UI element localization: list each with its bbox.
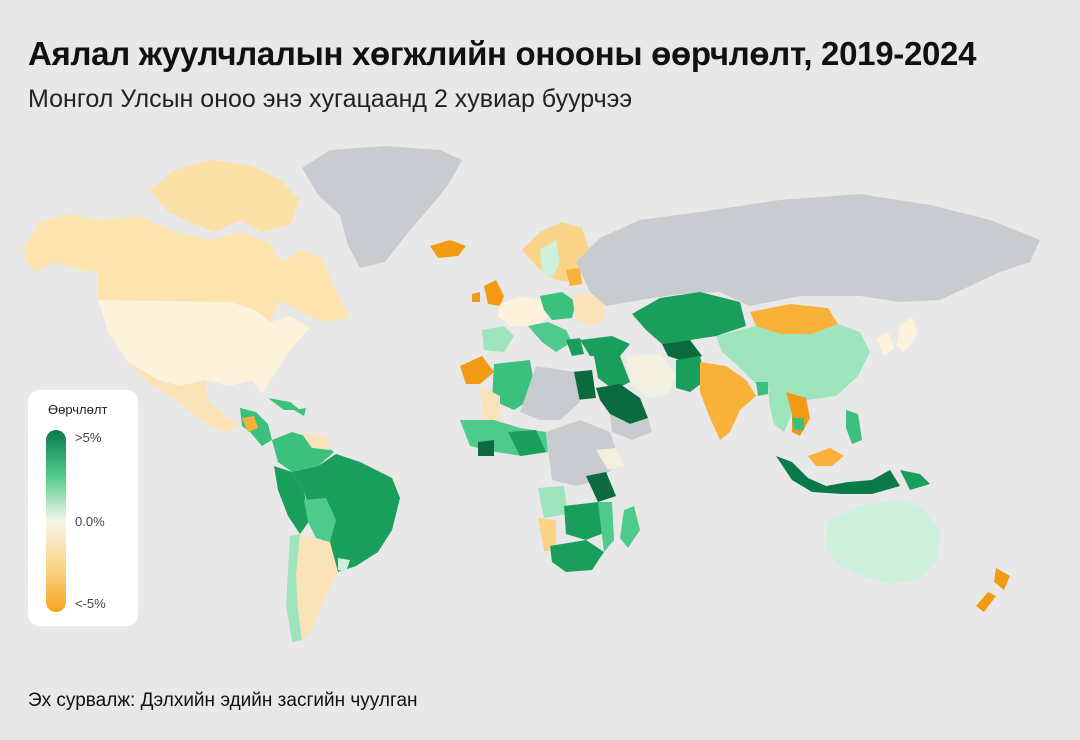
chart-title: Аялал жуулчлалын хөгжлийн онооны өөрчлөл… (28, 35, 977, 72)
region-mauritania (480, 386, 500, 424)
region-uzbekistan (662, 340, 702, 362)
region-mozambique (598, 502, 614, 552)
legend-color-scale (46, 430, 66, 612)
region-ethiopia (596, 448, 624, 470)
legend-tick-high: >5% (75, 430, 102, 445)
region-canada-arctic-islands (150, 160, 300, 232)
region-guianas (302, 434, 330, 450)
region-ghana (478, 440, 494, 456)
region-iraq-syria (594, 356, 630, 390)
region-central-europe (540, 292, 576, 320)
region-new-zealand (976, 568, 1010, 612)
region-uruguay (338, 558, 350, 572)
region-australia (826, 500, 940, 584)
region-western-europe (498, 296, 548, 326)
region-india (700, 362, 756, 440)
region-greece (566, 338, 584, 356)
region-usa (98, 300, 310, 394)
legend: Өөрчлөлт >5% 0.0% <-5% (28, 390, 138, 626)
region-kenya-tanzania (586, 472, 616, 502)
region-nigeria (508, 430, 546, 456)
region-papua (900, 470, 930, 490)
region-algeria (492, 360, 536, 410)
region-canada (98, 216, 350, 322)
region-philippines (846, 410, 862, 444)
region-iceland (430, 240, 466, 258)
region-brazil (292, 454, 400, 572)
region-malaysia (808, 448, 844, 466)
region-chile (286, 534, 302, 642)
region-morocco (460, 356, 494, 384)
region-pakistan (676, 356, 706, 392)
region-madagascar (620, 506, 640, 548)
world-map (24, 146, 1040, 642)
chart-subtitle: Монгол Улсын оноо энэ хугацаанд 2 хувиар… (28, 85, 633, 113)
region-guatemala (242, 416, 258, 432)
region-turkey (580, 336, 630, 356)
source-note: Эх сурвалж: Дэлхийн эдийн засгийн чуулга… (28, 690, 418, 711)
region-zambia-zimbabwe (564, 502, 606, 540)
region-bangladesh (756, 382, 768, 396)
region-iberia (482, 326, 514, 352)
legend-tick-mid: 0.0% (75, 514, 105, 529)
region-saudi-arabia (596, 384, 648, 424)
region-bolivia-paraguay (304, 498, 336, 542)
region-alaska (24, 214, 98, 272)
region-baltics (566, 268, 582, 286)
region-central-africa (546, 420, 620, 486)
region-libya-sahara (520, 366, 580, 420)
region-korea-japan (876, 316, 918, 356)
region-namibia (538, 518, 556, 552)
region-iran (626, 354, 676, 398)
region-south-africa (550, 540, 604, 572)
region-uk-ireland (472, 280, 504, 306)
legend-tick-low: <-5% (75, 596, 106, 611)
region-argentina (296, 534, 338, 640)
region-china (716, 324, 870, 400)
region-myanmar-thailand (768, 390, 792, 432)
region-caribbean (268, 398, 306, 416)
legend-title: Өөрчлөлт (48, 402, 108, 417)
region-cambodia (792, 418, 804, 430)
region-italy-balkans (528, 322, 572, 352)
region-mongolia (750, 304, 838, 334)
region-kazakhstan (632, 292, 746, 344)
region-sweden (540, 240, 560, 278)
region-greenland (302, 146, 462, 268)
region-angola (538, 486, 568, 518)
region-russia (576, 194, 1040, 306)
region-mexico (128, 362, 240, 432)
region-oman-yemen (610, 414, 652, 440)
region-eastern-europe (572, 292, 606, 326)
region-indonesia (776, 456, 900, 494)
region-peru-ecuador (274, 466, 310, 534)
